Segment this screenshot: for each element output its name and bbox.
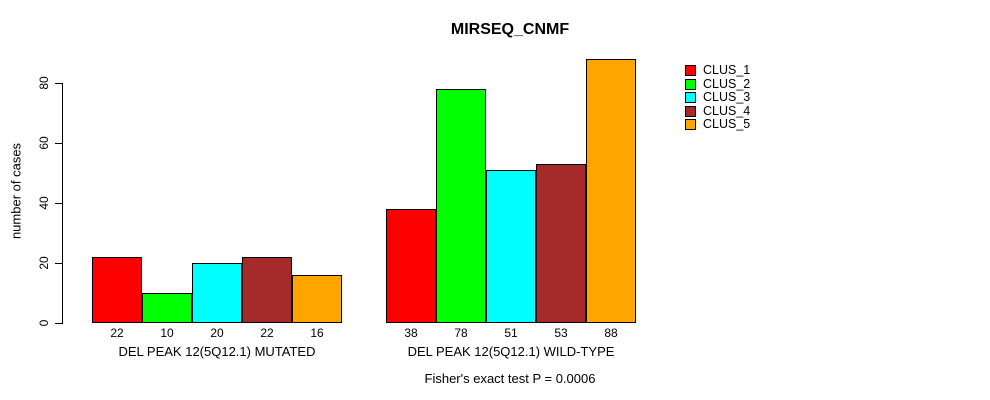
bar-clus_2: [142, 293, 192, 323]
y-axis-title: number of cases: [8, 142, 24, 240]
fisher-test-annotation: Fisher's exact test P = 0.0006: [424, 371, 596, 386]
bar-value-label: 22: [260, 326, 274, 340]
y-axis-tick: [55, 263, 62, 264]
bar-value-label: 88: [604, 326, 618, 340]
legend: CLUS_1 CLUS_2 CLUS_3 CLUS_4 CLUS_5: [685, 63, 751, 132]
legend-row: CLUS_5: [685, 117, 751, 132]
bar-value-label: 16: [310, 326, 324, 340]
legend-swatch-icon: [685, 119, 696, 131]
legend-row: CLUS_3: [685, 90, 751, 105]
chart-title: MIRSEQ_CNMF: [450, 21, 570, 38]
y-axis-tick: [55, 143, 62, 144]
bar-value-label: 22: [110, 326, 124, 340]
bar-clus_3: [486, 170, 536, 323]
legend-swatch-icon: [685, 78, 696, 90]
y-axis-line: [62, 83, 63, 324]
bar-clus_1: [386, 209, 436, 323]
y-axis-tick-label: 40: [37, 196, 51, 210]
bar-value-label: 53: [554, 326, 568, 340]
legend-row: CLUS_2: [685, 76, 751, 92]
legend-label: CLUS_5: [703, 117, 751, 131]
legend-swatch-icon: [685, 105, 696, 117]
bar-clus_5: [292, 275, 342, 323]
legend-label: CLUS_3: [703, 90, 751, 104]
bar-clus_3: [192, 263, 242, 323]
group-label: DEL PEAK 12(5Q12.1) WILD-TYPE: [407, 344, 615, 359]
bar-value-label: 78: [454, 326, 468, 340]
y-axis-tick-label: 20: [37, 256, 51, 270]
legend-swatch-icon: [685, 92, 696, 104]
legend-row: CLUS_1: [685, 63, 751, 78]
bar-clus_1: [92, 257, 142, 323]
legend-label: CLUS_1: [703, 63, 751, 77]
y-axis-tick-label: 0: [37, 319, 51, 327]
y-axis-tick-label: 80: [37, 76, 51, 90]
bar-clus_2: [436, 89, 486, 323]
group-label: DEL PEAK 12(5Q12.1) MUTATED: [118, 344, 316, 359]
bar-value-label: 38: [404, 326, 418, 340]
legend-label: CLUS_4: [703, 103, 751, 118]
legend-row: CLUS_4: [685, 103, 751, 119]
bar-clus_4: [536, 164, 586, 323]
y-axis-tick: [55, 203, 62, 204]
bar-clus_5: [586, 59, 636, 323]
bar-clus_4: [242, 257, 292, 323]
legend-swatch-icon: [685, 65, 696, 77]
bar-value-label: 10: [160, 326, 174, 340]
y-axis-tick: [55, 323, 62, 324]
bar-value-label: 51: [504, 326, 518, 340]
legend-label: CLUS_2: [703, 76, 751, 91]
y-axis-tick: [55, 83, 62, 84]
y-axis-tick-label: 60: [37, 136, 51, 150]
bar-value-label: 20: [210, 326, 224, 340]
